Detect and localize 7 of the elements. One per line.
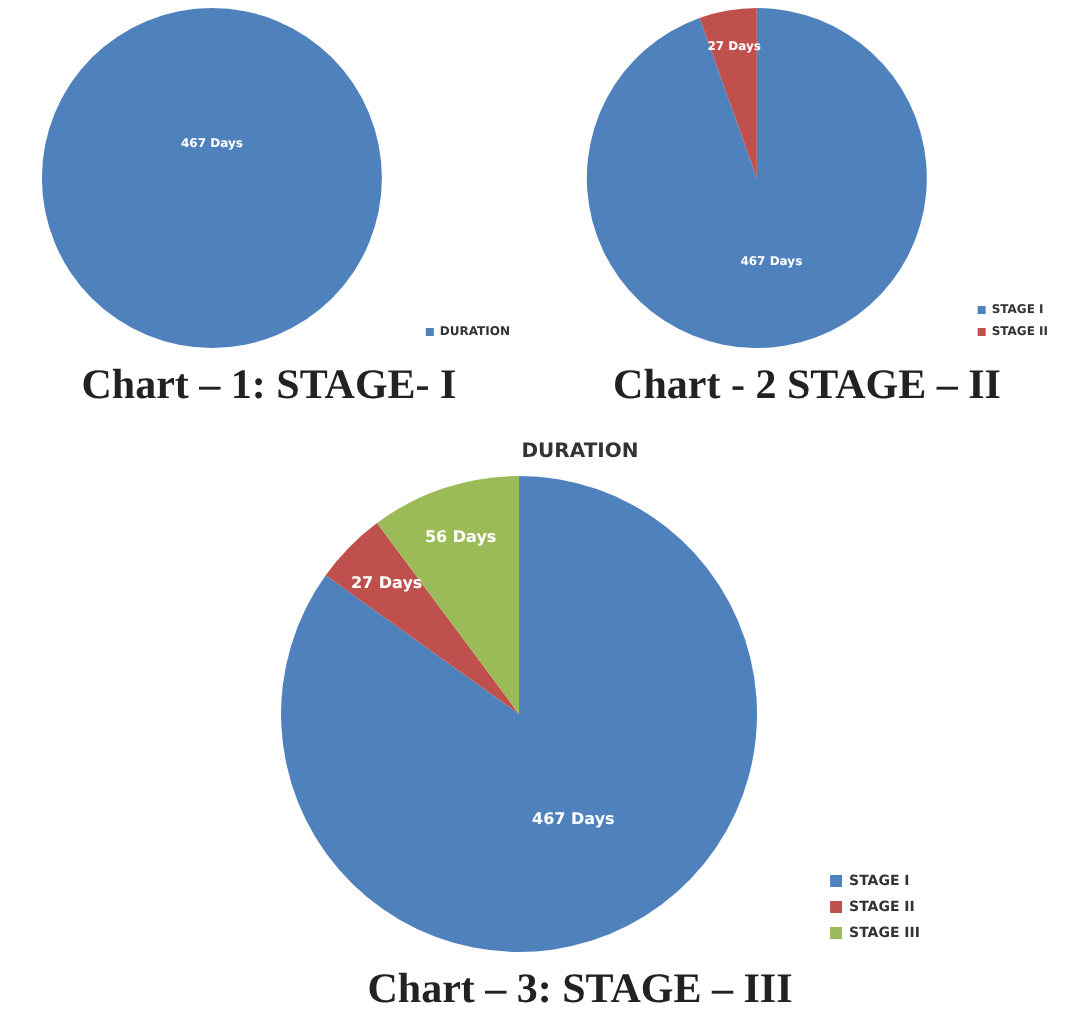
data-label: 27 Days — [350, 574, 423, 593]
data-label: 56 Days — [424, 527, 497, 546]
text: Chart – 1: STAGE- I — [79, 360, 459, 410]
text: Chart - 2 STAGE – II — [611, 360, 1003, 410]
data-label: 467 Days — [532, 810, 616, 829]
text: Chart – 3: STAGE – III — [365, 964, 795, 1014]
chart-title: DURATION — [521, 441, 639, 464]
